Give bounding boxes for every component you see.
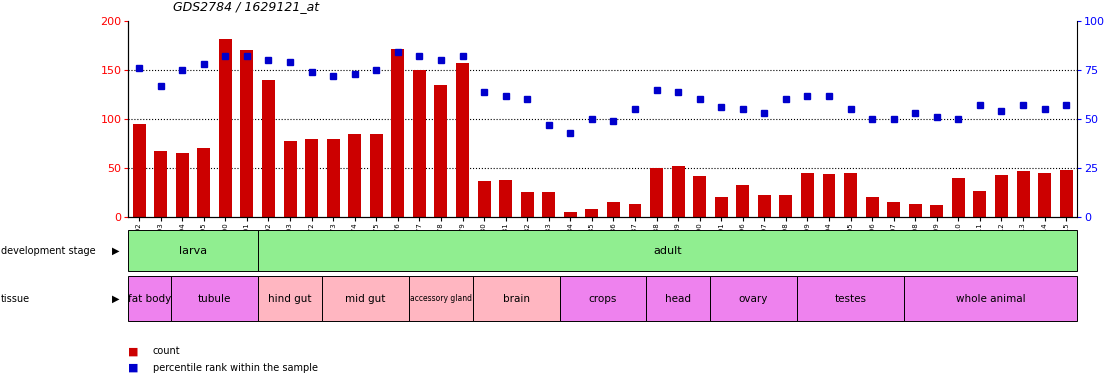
Text: count: count (153, 346, 181, 356)
Text: head: head (665, 293, 691, 304)
Bar (369, 134, 383, 217)
Text: ■: ■ (128, 346, 138, 356)
Bar (1017, 171, 1029, 217)
Text: fat body: fat body (128, 293, 172, 304)
Text: brain: brain (503, 293, 530, 304)
Text: testes: testes (835, 293, 866, 304)
Bar (198, 149, 210, 217)
Bar (219, 39, 232, 217)
Text: ▶: ▶ (112, 245, 119, 256)
Bar (262, 80, 275, 217)
Bar (607, 202, 619, 217)
Text: whole animal: whole animal (956, 293, 1026, 304)
Bar (348, 134, 362, 217)
Bar (176, 153, 189, 217)
Bar (133, 124, 145, 217)
Bar (283, 141, 297, 217)
Text: adult: adult (653, 245, 682, 256)
Bar (693, 176, 706, 217)
Text: hind gut: hind gut (268, 293, 311, 304)
Text: GDS2784 / 1629121_at: GDS2784 / 1629121_at (173, 0, 319, 13)
Text: crops: crops (588, 293, 617, 304)
Bar (586, 209, 598, 217)
Bar (1060, 170, 1072, 217)
Bar (844, 173, 857, 217)
Bar (434, 85, 448, 217)
Bar (973, 190, 987, 217)
Bar (995, 175, 1008, 217)
Bar (305, 139, 318, 217)
Bar (758, 195, 771, 217)
Bar (456, 63, 469, 217)
Bar (908, 204, 922, 217)
Text: tissue: tissue (1, 293, 30, 304)
Bar (327, 139, 339, 217)
Bar (672, 166, 684, 217)
Text: tubule: tubule (198, 293, 231, 304)
Bar (521, 192, 533, 217)
Bar (866, 197, 878, 217)
Bar (413, 70, 426, 217)
Text: ovary: ovary (739, 293, 768, 304)
Text: larva: larva (179, 245, 208, 256)
Bar (478, 181, 491, 217)
Bar (801, 173, 814, 217)
Bar (822, 174, 836, 217)
Bar (952, 178, 965, 217)
Text: mid gut: mid gut (345, 293, 386, 304)
Bar (737, 185, 749, 217)
Text: percentile rank within the sample: percentile rank within the sample (153, 363, 318, 373)
Bar (1038, 173, 1051, 217)
Bar (650, 168, 663, 217)
Bar (154, 151, 167, 217)
Bar (499, 180, 512, 217)
Bar (714, 197, 728, 217)
Text: ▶: ▶ (112, 293, 119, 304)
Bar (931, 205, 943, 217)
Text: accessory gland: accessory gland (410, 294, 472, 303)
Bar (887, 202, 901, 217)
Bar (542, 192, 556, 217)
Bar (240, 50, 253, 217)
Bar (779, 195, 792, 217)
Bar (628, 204, 642, 217)
Bar (564, 212, 577, 217)
Text: ■: ■ (128, 363, 138, 373)
Bar (392, 48, 404, 217)
Text: development stage: development stage (1, 245, 96, 256)
